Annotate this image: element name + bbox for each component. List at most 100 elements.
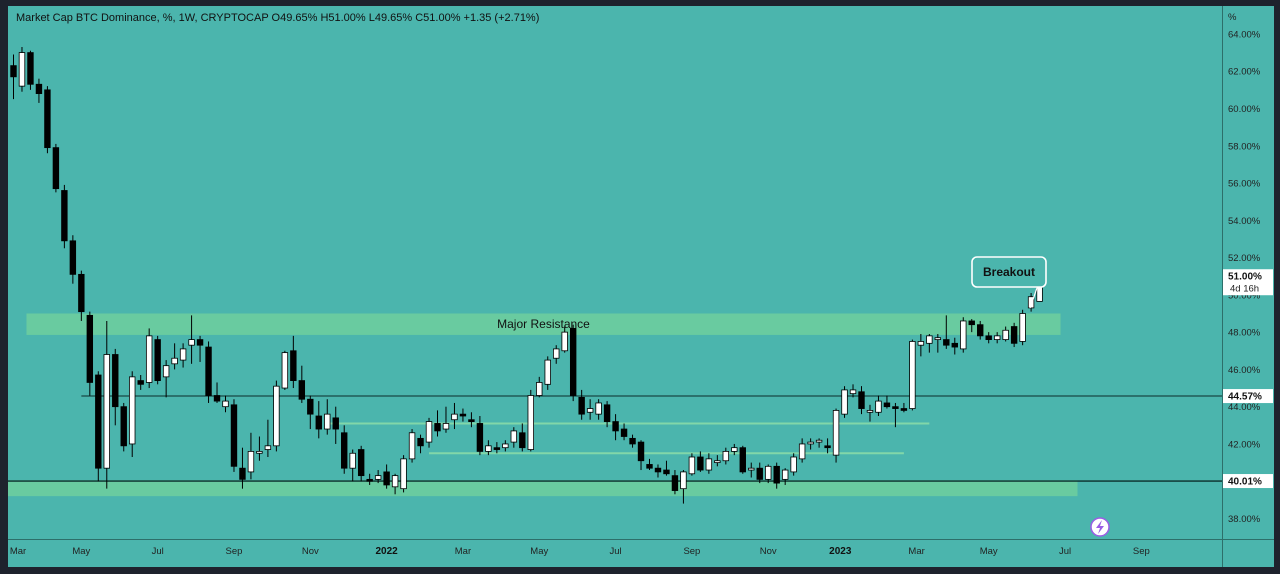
candle[interactable] <box>875 395 882 417</box>
time-axis[interactable] <box>8 539 1222 567</box>
candle[interactable] <box>230 399 238 472</box>
candle[interactable] <box>307 395 314 430</box>
candle[interactable] <box>544 356 551 390</box>
candle[interactable] <box>324 399 331 435</box>
candle[interactable] <box>646 458 653 471</box>
candle[interactable] <box>112 348 119 426</box>
candle[interactable] <box>663 460 670 476</box>
candle[interactable] <box>417 434 424 454</box>
candle[interactable] <box>858 386 865 415</box>
candle[interactable] <box>35 78 43 103</box>
lightning-bolt-icon[interactable] <box>1090 517 1110 537</box>
candle[interactable] <box>790 453 797 476</box>
candle[interactable] <box>213 382 221 403</box>
candle[interactable] <box>849 384 857 398</box>
candle[interactable] <box>765 464 772 484</box>
candle[interactable] <box>69 235 77 284</box>
candle[interactable] <box>298 365 306 403</box>
candle[interactable] <box>553 345 560 364</box>
candle[interactable] <box>586 399 594 420</box>
candle[interactable] <box>773 462 780 489</box>
candle[interactable] <box>52 143 60 193</box>
candle[interactable] <box>722 447 730 465</box>
candle[interactable] <box>391 473 399 495</box>
candle[interactable] <box>86 311 94 396</box>
candle[interactable] <box>468 412 475 428</box>
candle[interactable] <box>900 402 908 413</box>
candle[interactable] <box>671 470 679 495</box>
candle[interactable] <box>578 389 585 420</box>
candle[interactable] <box>960 317 967 353</box>
candle[interactable] <box>756 462 763 484</box>
candle[interactable] <box>510 427 518 448</box>
candle[interactable] <box>400 455 407 493</box>
candle[interactable] <box>561 326 568 353</box>
candle[interactable] <box>162 360 170 398</box>
candle[interactable] <box>934 334 942 353</box>
candle[interactable] <box>620 423 628 441</box>
candle[interactable] <box>10 54 17 100</box>
candle[interactable] <box>1010 322 1018 348</box>
candle[interactable] <box>273 380 280 452</box>
candle[interactable] <box>697 451 704 472</box>
candle[interactable] <box>798 438 806 463</box>
candle[interactable] <box>603 401 611 428</box>
candle[interactable] <box>366 473 373 485</box>
candle[interactable] <box>425 417 433 448</box>
candle[interactable] <box>943 315 950 349</box>
candle[interactable] <box>807 438 814 450</box>
candle[interactable] <box>1019 309 1026 346</box>
candle[interactable] <box>1027 293 1035 312</box>
candle[interactable] <box>256 436 263 461</box>
candle[interactable] <box>196 335 204 362</box>
candle[interactable] <box>866 404 874 422</box>
candle[interactable] <box>731 443 738 456</box>
candle[interactable] <box>629 434 636 448</box>
candle[interactable] <box>239 447 246 489</box>
candle[interactable] <box>926 334 933 353</box>
candle[interactable] <box>281 350 289 390</box>
candle[interactable] <box>137 375 144 390</box>
candle[interactable] <box>341 425 348 474</box>
candle[interactable] <box>485 440 492 456</box>
candle[interactable] <box>222 395 229 413</box>
candle[interactable] <box>179 343 187 368</box>
candle[interactable] <box>909 339 916 411</box>
candle[interactable] <box>120 402 127 452</box>
candle[interactable] <box>883 395 891 409</box>
candle[interactable] <box>739 445 746 474</box>
candle[interactable] <box>315 401 322 439</box>
candle[interactable] <box>951 337 958 355</box>
candle[interactable] <box>383 464 390 489</box>
candle[interactable] <box>154 335 161 385</box>
candle[interactable] <box>688 453 696 476</box>
candle[interactable] <box>595 399 602 420</box>
candle[interactable] <box>968 319 975 333</box>
candle[interactable] <box>332 406 339 444</box>
candle[interactable] <box>442 406 450 433</box>
candle[interactable] <box>264 419 272 457</box>
candle[interactable] <box>451 402 458 430</box>
candle[interactable] <box>977 320 984 340</box>
candle[interactable] <box>569 324 577 402</box>
candle[interactable] <box>705 453 713 474</box>
candle[interactable] <box>18 47 26 92</box>
candle[interactable] <box>502 440 509 452</box>
candle[interactable] <box>476 416 484 456</box>
candle[interactable] <box>205 341 212 403</box>
candle[interactable] <box>349 449 356 482</box>
candle[interactable] <box>78 270 85 321</box>
candle[interactable] <box>612 414 619 441</box>
candle[interactable] <box>129 371 136 457</box>
candle[interactable] <box>408 429 416 463</box>
candle[interactable] <box>527 389 534 452</box>
candle[interactable] <box>247 432 255 480</box>
candle[interactable] <box>44 86 51 154</box>
candle[interactable] <box>434 410 441 437</box>
annotation-box[interactable] <box>971 256 1047 288</box>
candle[interactable] <box>714 455 721 467</box>
candle[interactable] <box>892 402 899 428</box>
candle[interactable] <box>493 442 501 454</box>
candle[interactable] <box>95 371 102 482</box>
candle[interactable] <box>145 328 153 389</box>
